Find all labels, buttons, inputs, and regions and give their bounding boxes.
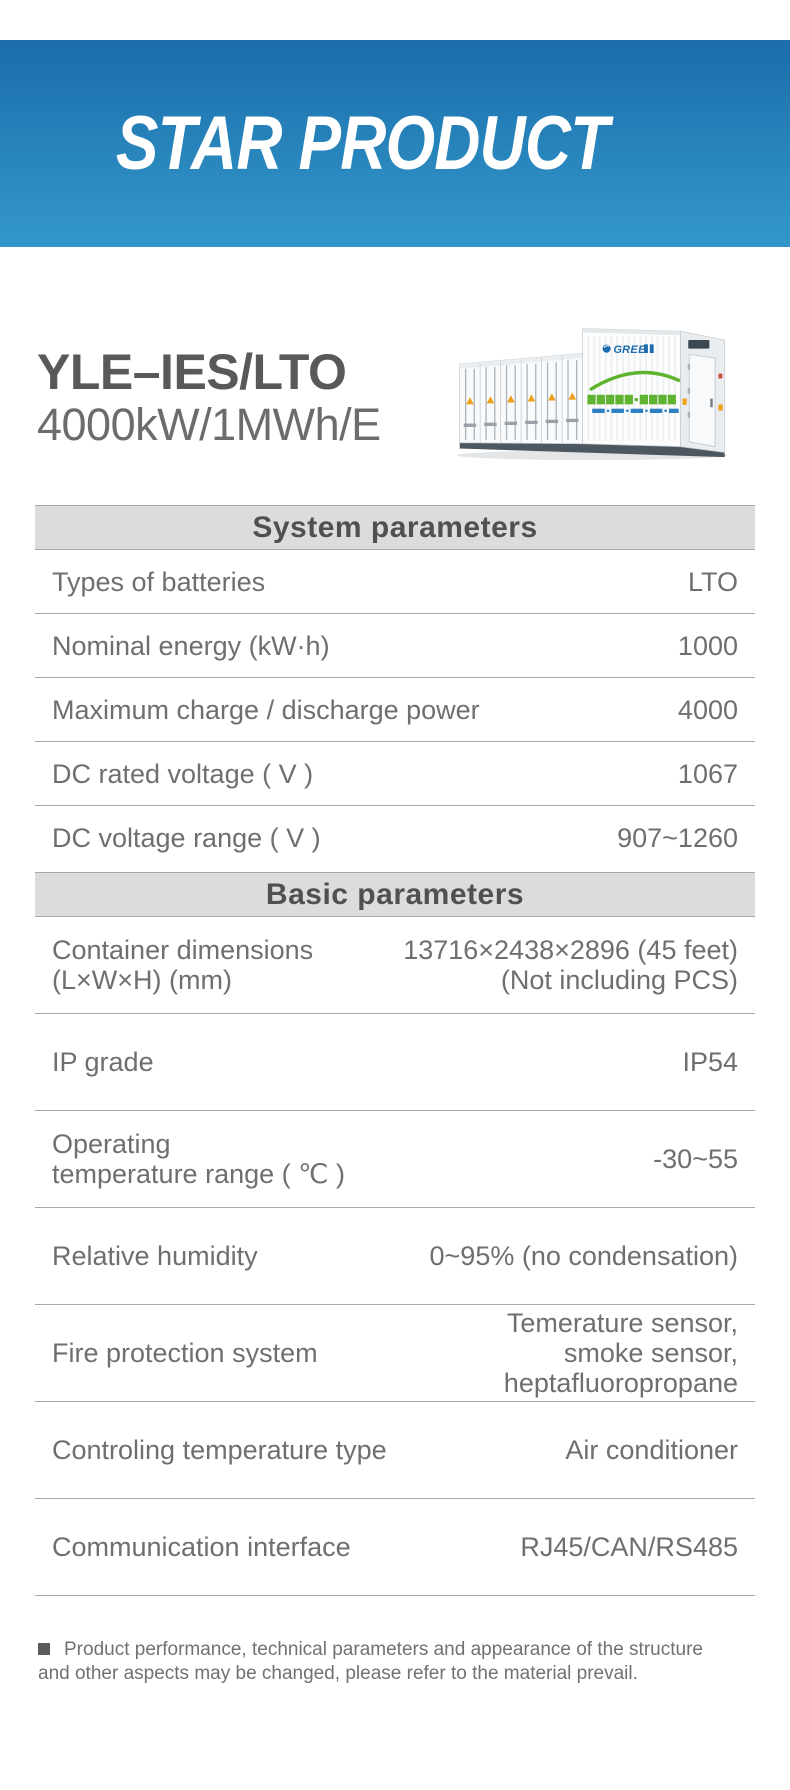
container-logo-panel: GREE (582, 328, 681, 448)
green-slogan-glyphs (587, 394, 676, 405)
spec-label: IP grade (52, 1047, 154, 1077)
spec-row: Operating temperature range ( ℃ ) -30~55 (35, 1111, 755, 1208)
star-product-banner: STAR PRODUCT (0, 40, 790, 247)
spec-value: LTO (687, 566, 738, 597)
spec-row: Container dimensions (L×W×H) (mm) 13716×24… (35, 917, 755, 1014)
door-lock-rods (465, 360, 578, 440)
square-bullet-icon (38, 1643, 50, 1655)
spec-row: DC voltage range ( V ) 907~1260 (35, 806, 755, 870)
spec-value: Temerature sensor, smoke sensor, heptafluo… (503, 1308, 738, 1398)
spec-label: Maximum charge / discharge power (52, 694, 480, 725)
spec-row: Controling temperature type Air condition… (35, 1402, 755, 1499)
spec-row: Communication interface RJ45/CAN/RS485 (35, 1499, 755, 1596)
spec-value: 1000 (677, 630, 738, 661)
footnote-line-2: and other aspects may be changed, please… (38, 1663, 638, 1684)
product-model: YLE–IES/LTO (37, 344, 347, 400)
spec-value: IP54 (682, 1047, 738, 1077)
spec-value: -30~55 (653, 1144, 738, 1174)
spec-label: Controling temperature type (52, 1435, 387, 1465)
warning-triangle-icon (466, 392, 577, 405)
banner-title: STAR PRODUCT (115, 101, 609, 186)
spec-row: DC rated voltage ( V ) 1067 (35, 742, 755, 806)
spec-label: Fire protection system (52, 1338, 318, 1368)
corrugation-lines (587, 336, 676, 441)
gree-logo: GREE (602, 344, 654, 356)
product-spec: 4000kW/1MWh/E (37, 399, 381, 450)
container-illustration: GREE (456, 328, 728, 461)
product-titles: YLE–IES/LTO 4000kW/1MWh/E (37, 344, 381, 450)
product-header: YLE–IES/LTO 4000kW/1MWh/E (35, 247, 755, 461)
spec-label: Relative humidity (52, 1241, 258, 1271)
blue-tagline-glyphs (592, 408, 679, 414)
section-header: Basic parameters (35, 872, 755, 917)
end-door-handle (710, 398, 713, 408)
green-swoosh (589, 370, 681, 391)
spec-label: DC rated voltage ( V ) (52, 758, 314, 789)
spec-value: 907~1260 (617, 823, 738, 853)
spec-value: RJ45/CAN/RS485 (520, 1532, 738, 1562)
spec-row: Nominal energy (kW·h) 1000 (35, 614, 755, 678)
spec-value: 4000 (677, 694, 738, 725)
spec-label: Nominal energy (kW·h) (52, 630, 330, 661)
product-image: GREE (452, 313, 742, 465)
spec-label: DC voltage range ( V ) (52, 823, 321, 853)
container-base (459, 442, 725, 458)
spec-row: Relative humidity 0~95% (no condensation) (35, 1208, 755, 1305)
gree-logo-text: GREE (613, 344, 646, 356)
spec-label: Operating temperature range ( ℃ ) (52, 1129, 345, 1189)
spec-value: 13716×2438×2896 (45 feet) (Not including … (403, 935, 738, 995)
spec-label: Container dimensions (L×W×H) (mm) (52, 935, 314, 995)
param-section: Basic parameters Container dimensions (L×W… (35, 872, 755, 1596)
container-doors (459, 353, 583, 445)
spec-row: Types of batteries LTO (35, 550, 755, 614)
spec-value: 0~95% (no condensation) (429, 1241, 738, 1271)
param-section: System parameters Types of batteries LTO No… (35, 505, 755, 870)
end-vent (688, 340, 710, 349)
footnote: Product performance, technical parameter… (38, 1638, 752, 1685)
spec-row: Fire protection system Temerature sensor,… (35, 1305, 755, 1402)
footnote-line-1: Product performance, technical parameter… (64, 1639, 703, 1660)
spec-value: 1067 (677, 758, 738, 789)
spec-row: Maximum charge / discharge power 4000 (35, 678, 755, 742)
spec-label: Communication interface (52, 1532, 351, 1562)
door-handles (463, 418, 579, 427)
spec-row: IP grade IP54 (35, 1014, 755, 1111)
container-end-face (680, 330, 726, 453)
spec-table: System parameters Types of batteries LTO No… (35, 505, 755, 1596)
spec-value: Air conditioner (565, 1435, 738, 1465)
spec-label: Types of batteries (52, 566, 266, 597)
section-header: System parameters (35, 505, 755, 550)
